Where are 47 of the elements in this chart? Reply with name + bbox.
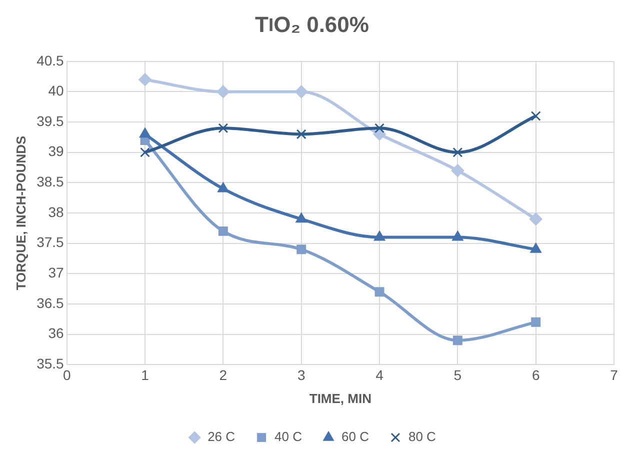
point bbox=[531, 317, 541, 327]
y-tick-label: 37 bbox=[48, 264, 64, 280]
x-tick-label: 4 bbox=[376, 366, 384, 383]
point bbox=[374, 287, 384, 297]
point bbox=[296, 129, 306, 140]
y-tick-label: 40 bbox=[48, 82, 64, 99]
point bbox=[218, 226, 228, 236]
x-tick-label: 2 bbox=[219, 366, 228, 383]
x-axis-title: TIME, MIN bbox=[309, 390, 372, 406]
legend-label: 80 C bbox=[408, 429, 436, 444]
legend-label: 40 C bbox=[274, 429, 302, 444]
x-tick-label: 5 bbox=[454, 366, 462, 383]
point bbox=[140, 147, 150, 158]
point bbox=[530, 110, 541, 121]
point bbox=[218, 123, 228, 134]
y-tick-label: 38.5 bbox=[36, 174, 64, 190]
x-tick-label: 6 bbox=[532, 366, 540, 383]
y-tick-label: 36 bbox=[48, 325, 64, 342]
point bbox=[296, 244, 306, 254]
y-tick-label: 35.5 bbox=[36, 355, 64, 372]
y-tick-label: 39.5 bbox=[36, 112, 64, 129]
y-tick-label: 38 bbox=[48, 204, 64, 220]
x-tick-label: 0 bbox=[62, 366, 71, 383]
legend-label: 60 C bbox=[342, 429, 369, 444]
point bbox=[451, 164, 464, 178]
y-tick-label: 36.5 bbox=[36, 294, 64, 311]
point bbox=[216, 85, 230, 98]
point bbox=[452, 147, 463, 158]
point bbox=[374, 230, 386, 241]
point bbox=[530, 242, 542, 253]
y-axis-title: TORQUE, INCH-POUNDS bbox=[13, 136, 28, 290]
y-tick-label: 37.5 bbox=[36, 234, 64, 250]
x-tick-label: 1 bbox=[141, 366, 150, 383]
point bbox=[294, 85, 308, 98]
point bbox=[217, 182, 229, 192]
point bbox=[139, 128, 151, 138]
point bbox=[452, 230, 464, 241]
x-tick-label: 7 bbox=[610, 366, 618, 383]
point bbox=[529, 212, 542, 226]
legend-label: 26 C bbox=[208, 429, 236, 444]
point bbox=[296, 212, 308, 223]
point bbox=[138, 73, 152, 86]
x-tick-label: 3 bbox=[297, 366, 306, 383]
point bbox=[374, 123, 384, 134]
y-tick-label: 40.5 bbox=[36, 52, 64, 68]
y-tick-label: 39 bbox=[48, 143, 64, 160]
point bbox=[452, 336, 462, 346]
